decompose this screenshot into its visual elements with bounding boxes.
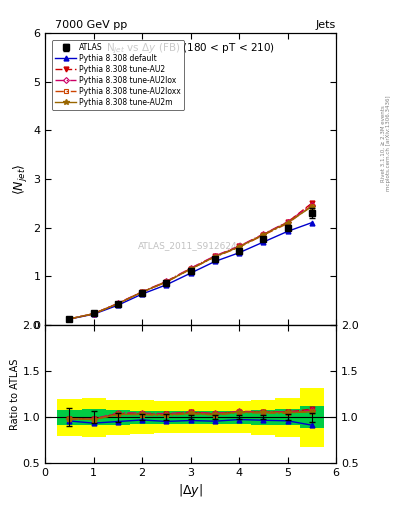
Pythia 8.308 default xyxy=(309,220,314,226)
Bar xyxy=(227,401,251,433)
Bar xyxy=(203,411,227,423)
Pythia 8.308 tune-AU2m xyxy=(164,279,169,285)
Pythia 8.308 tune-AU2m xyxy=(309,204,314,210)
Y-axis label: $\langle N_{jet}\rangle$: $\langle N_{jet}\rangle$ xyxy=(13,163,30,195)
Pythia 8.308 tune-AU2 xyxy=(237,243,241,249)
Pythia 8.308 tune-AU2lox xyxy=(91,311,96,317)
Text: ATLAS_2011_S9126244: ATLAS_2011_S9126244 xyxy=(138,242,243,250)
Legend: ATLAS, Pythia 8.308 default, Pythia 8.308 tune-AU2, Pythia 8.308 tune-AU2lox, Py: ATLAS, Pythia 8.308 default, Pythia 8.30… xyxy=(52,40,184,110)
Pythia 8.308 tune-AU2 xyxy=(285,219,290,225)
Bar xyxy=(227,411,251,423)
Bar xyxy=(154,411,178,423)
Pythia 8.308 tune-AU2m xyxy=(237,244,241,250)
Pythia 8.308 default xyxy=(164,282,169,288)
Pythia 8.308 tune-AU2lox xyxy=(188,265,193,271)
Pythia 8.308 default xyxy=(285,228,290,234)
Bar xyxy=(251,410,275,424)
Bar xyxy=(57,399,82,436)
Pythia 8.308 tune-AU2 xyxy=(116,301,120,307)
Bar xyxy=(275,409,300,425)
Bar xyxy=(106,399,130,435)
Line: Pythia 8.308 tune-AU2m: Pythia 8.308 tune-AU2m xyxy=(67,204,314,322)
Line: Pythia 8.308 tune-AU2loxx: Pythia 8.308 tune-AU2loxx xyxy=(67,204,314,321)
Text: Rivet 3.1.10, ≥ 2.3M events: Rivet 3.1.10, ≥ 2.3M events xyxy=(381,105,386,182)
Text: mcplots.cern.ch [arXiv:1306.3436]: mcplots.cern.ch [arXiv:1306.3436] xyxy=(386,96,391,191)
Pythia 8.308 tune-AU2m xyxy=(116,301,120,307)
Pythia 8.308 tune-AU2lox xyxy=(237,243,241,249)
Pythia 8.308 default xyxy=(67,316,72,322)
Pythia 8.308 tune-AU2loxx xyxy=(91,311,96,317)
Pythia 8.308 tune-AU2m xyxy=(285,220,290,226)
Pythia 8.308 tune-AU2loxx xyxy=(67,316,72,322)
Pythia 8.308 tune-AU2lox xyxy=(309,202,314,208)
Bar xyxy=(251,399,275,435)
Pythia 8.308 tune-AU2m xyxy=(213,253,217,260)
Bar xyxy=(178,401,203,433)
Line: Pythia 8.308 tune-AU2: Pythia 8.308 tune-AU2 xyxy=(67,201,314,322)
Text: Jets: Jets xyxy=(315,19,336,30)
Pythia 8.308 tune-AU2 xyxy=(309,200,314,206)
Pythia 8.308 tune-AU2 xyxy=(91,311,96,317)
Pythia 8.308 tune-AU2loxx xyxy=(261,232,266,238)
Pythia 8.308 tune-AU2lox xyxy=(285,219,290,225)
Line: Pythia 8.308 default: Pythia 8.308 default xyxy=(67,220,314,322)
Pythia 8.308 tune-AU2loxx xyxy=(309,203,314,209)
Pythia 8.308 tune-AU2lox xyxy=(213,253,217,259)
Bar xyxy=(300,388,324,446)
Pythia 8.308 tune-AU2 xyxy=(140,289,145,295)
Pythia 8.308 default xyxy=(116,302,120,308)
Line: Pythia 8.308 tune-AU2lox: Pythia 8.308 tune-AU2lox xyxy=(67,203,314,321)
Text: N$_{jet}$ vs $\Delta y$ (FB) (180 < pT < 210): N$_{jet}$ vs $\Delta y$ (FB) (180 < pT <… xyxy=(106,42,275,56)
Bar xyxy=(130,411,154,423)
Pythia 8.308 tune-AU2loxx xyxy=(213,254,217,260)
Pythia 8.308 tune-AU2m xyxy=(188,266,193,272)
Pythia 8.308 default xyxy=(237,250,241,256)
Pythia 8.308 tune-AU2loxx xyxy=(116,301,120,307)
Pythia 8.308 tune-AU2lox xyxy=(164,278,169,284)
X-axis label: |$\Delta y$|: |$\Delta y$| xyxy=(178,482,203,499)
Bar xyxy=(275,398,300,437)
Pythia 8.308 tune-AU2lox xyxy=(261,231,266,237)
Bar xyxy=(57,410,82,424)
Pythia 8.308 default xyxy=(261,239,266,245)
Pythia 8.308 default xyxy=(213,259,217,265)
Pythia 8.308 default xyxy=(91,311,96,317)
Pythia 8.308 tune-AU2 xyxy=(213,253,217,260)
Bar xyxy=(130,400,154,434)
Y-axis label: Ratio to ATLAS: Ratio to ATLAS xyxy=(10,358,20,430)
Bar xyxy=(82,398,106,437)
Pythia 8.308 default xyxy=(188,270,193,276)
Pythia 8.308 tune-AU2loxx xyxy=(140,289,145,295)
Pythia 8.308 tune-AU2lox xyxy=(67,316,72,322)
Bar xyxy=(203,401,227,433)
Pythia 8.308 tune-AU2m xyxy=(67,316,72,322)
Pythia 8.308 tune-AU2loxx xyxy=(188,266,193,272)
Bar xyxy=(106,410,130,424)
Pythia 8.308 tune-AU2 xyxy=(67,316,72,322)
Pythia 8.308 tune-AU2m xyxy=(140,289,145,295)
Pythia 8.308 tune-AU2 xyxy=(261,231,266,238)
Pythia 8.308 tune-AU2 xyxy=(188,265,193,271)
Bar xyxy=(82,409,106,425)
Pythia 8.308 tune-AU2m xyxy=(261,231,266,238)
Pythia 8.308 tune-AU2lox xyxy=(116,300,120,306)
Pythia 8.308 tune-AU2m xyxy=(91,311,96,317)
Pythia 8.308 tune-AU2loxx xyxy=(237,244,241,250)
Pythia 8.308 tune-AU2lox xyxy=(140,289,145,295)
Bar xyxy=(154,401,178,433)
Pythia 8.308 tune-AU2loxx xyxy=(285,221,290,227)
Pythia 8.308 tune-AU2 xyxy=(164,279,169,285)
Text: 7000 GeV pp: 7000 GeV pp xyxy=(55,19,127,30)
Pythia 8.308 default xyxy=(140,291,145,297)
Bar xyxy=(178,411,203,423)
Pythia 8.308 tune-AU2loxx xyxy=(164,279,169,285)
Bar xyxy=(300,406,324,428)
